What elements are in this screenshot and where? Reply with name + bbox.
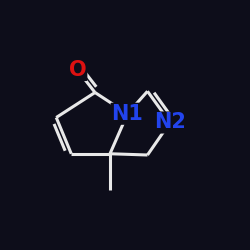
Text: N1: N1 <box>112 104 144 124</box>
Text: O: O <box>69 60 86 80</box>
Text: N2: N2 <box>154 112 186 132</box>
